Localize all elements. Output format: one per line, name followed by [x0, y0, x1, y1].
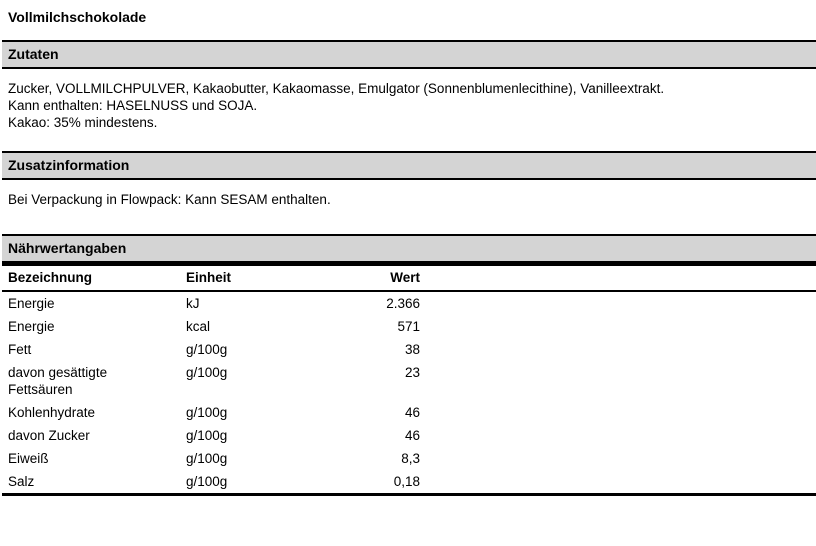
- cell-wert: 2.366: [386, 296, 420, 311]
- cell-einheit: g/100g: [186, 451, 228, 466]
- cell-einheit: g/100g: [186, 405, 228, 420]
- table-row-eiweiss: Eiweiß g/100g 8,3: [2, 447, 816, 470]
- table-row-gesaettigte-fettsaeuren: davon gesättigte Fettsäuren g/100g 23: [2, 361, 816, 401]
- column-header-filler: [420, 264, 816, 292]
- cell-wert: 46: [404, 428, 420, 443]
- zusatzinformation-text: Bei Verpackung in Flowpack: Kann SESAM e…: [8, 192, 331, 207]
- cell-einheit: kcal: [186, 319, 211, 334]
- column-header-bezeichnung: Bezeichnung: [2, 264, 180, 292]
- cell-einheit: g/100g: [186, 428, 228, 443]
- table-row-davon-zucker: davon Zucker g/100g 46: [2, 424, 816, 447]
- column-header-einheit: Einheit: [180, 264, 332, 292]
- cell-einheit: kJ: [186, 296, 200, 311]
- nutrition-table: Bezeichnung Einheit Wert Energie kJ 2.36…: [2, 263, 816, 496]
- table-row-energie-kcal: Energie kcal 571: [2, 315, 816, 338]
- cell-bezeichnung: davon gesättigte Fettsäuren: [8, 365, 108, 397]
- table-row-kohlenhydrate: Kohlenhydrate g/100g 46: [2, 401, 816, 424]
- cell-bezeichnung: Fett: [8, 342, 32, 357]
- cell-bezeichnung: Energie: [8, 296, 55, 311]
- cell-bezeichnung: davon Zucker: [8, 428, 90, 443]
- cell-wert: 46: [404, 405, 420, 420]
- ingredients-line-1: Zucker, VOLLMILCHPULVER, Kakaobutter, Ka…: [8, 81, 665, 96]
- ingredients-line-3: Kakao: 35% mindestens.: [8, 115, 158, 130]
- section-header-zusatzinformation: Zusatzinformation: [2, 151, 816, 180]
- cell-bezeichnung: Eiweiß: [8, 451, 49, 466]
- section-header-naehrwertangaben: Nährwertangaben: [2, 234, 816, 263]
- section-header-zutaten: Zutaten: [2, 40, 816, 69]
- cell-bezeichnung: Kohlenhydrate: [8, 405, 96, 420]
- ingredients-line-2: Kann enthalten: HASELNUSS und SOJA.: [8, 98, 258, 113]
- table-row-salz: Salz g/100g 0,18: [2, 470, 816, 495]
- section-header-zusatzinformation-label: Zusatzinformation: [8, 157, 130, 173]
- cell-bezeichnung: Energie: [8, 319, 55, 334]
- section-header-zutaten-label: Zutaten: [8, 46, 59, 62]
- section-header-naehrwertangaben-label: Nährwertangaben: [8, 240, 127, 256]
- table-row-energie-kj: Energie kJ 2.366: [2, 291, 816, 315]
- cell-wert: 8,3: [401, 451, 420, 466]
- nutrition-table-header-row: Bezeichnung Einheit Wert: [2, 264, 816, 292]
- cell-einheit: g/100g: [186, 342, 228, 357]
- cell-einheit: g/100g: [186, 365, 228, 380]
- cell-wert: 38: [404, 342, 420, 357]
- ingredients-text: Zucker, VOLLMILCHPULVER, Kakaobutter, Ka…: [8, 80, 806, 131]
- page-title: Vollmilchschokolade: [8, 9, 147, 25]
- cell-einheit: g/100g: [186, 474, 228, 489]
- column-header-wert: Wert: [332, 264, 420, 292]
- cell-wert: 23: [404, 365, 420, 380]
- cell-wert: 571: [397, 319, 420, 334]
- cell-wert: 0,18: [393, 474, 420, 489]
- cell-bezeichnung: Salz: [8, 474, 35, 489]
- table-row-fett: Fett g/100g 38: [2, 338, 816, 361]
